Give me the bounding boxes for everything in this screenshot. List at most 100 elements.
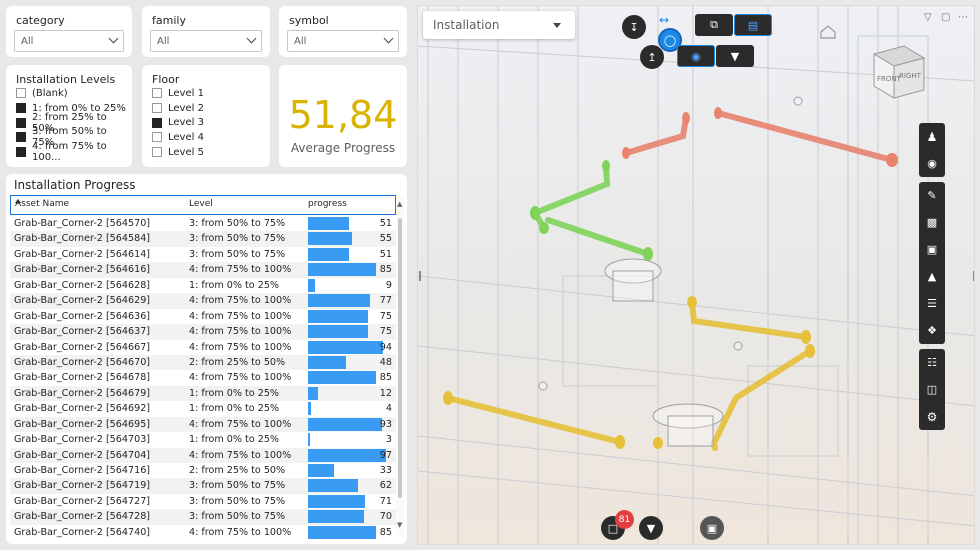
checkbox[interactable] bbox=[16, 117, 26, 128]
checkbox[interactable] bbox=[152, 88, 162, 99]
view-selector[interactable]: Installation bbox=[423, 11, 575, 39]
table-row[interactable]: Grab-Bar_Corner-2 [564614] 3: from 50% to… bbox=[10, 247, 396, 262]
table-row[interactable]: Grab-Bar_Corner-2 [564703] 1: from 0% to … bbox=[10, 432, 396, 447]
folder-button[interactable]: ▣ bbox=[919, 236, 945, 263]
checkbox-label: 1: from 0% to 25% bbox=[32, 102, 126, 114]
table-row[interactable]: Grab-Bar_Corner-2 [564727] 3: from 50% to… bbox=[10, 494, 396, 509]
checkbox-label: Level 1 bbox=[168, 87, 204, 99]
resize-handle-right[interactable] bbox=[973, 271, 974, 281]
progress-value: 70 bbox=[379, 511, 392, 523]
checkbox-label: Level 5 bbox=[168, 146, 204, 158]
table-row[interactable]: Grab-Bar_Corner-2 [564570] 3: from 50% to… bbox=[10, 216, 396, 231]
camera-button[interactable]: ◉ bbox=[919, 150, 945, 177]
progress-value: 77 bbox=[379, 295, 392, 307]
explode-button[interactable]: ▲ bbox=[919, 263, 945, 290]
table-row[interactable]: Grab-Bar_Corner-2 [564728] 3: from 50% to… bbox=[10, 509, 396, 525]
scroll-up-icon[interactable]: ▲ bbox=[397, 200, 403, 208]
settings-button[interactable]: ⚙ bbox=[919, 403, 945, 430]
table-row[interactable]: Grab-Bar_Corner-2 [564679] 1: from 0% to … bbox=[10, 385, 396, 402]
fit-view-button[interactable]: ⧉ bbox=[695, 14, 733, 36]
table-row[interactable]: Grab-Bar_Corner-2 [564667] 4: from 75% to… bbox=[10, 340, 396, 355]
table-row[interactable]: Grab-Bar_Corner-2 [564670] 2: from 25% to… bbox=[10, 354, 396, 371]
clear-filter-button[interactable]: ▼ bbox=[639, 516, 663, 540]
checkbox-item[interactable]: Level 5 bbox=[152, 145, 204, 160]
checkbox-item[interactable]: Level 3 bbox=[152, 115, 204, 130]
checkbox-item[interactable]: (Blank) bbox=[16, 86, 132, 101]
focus-button[interactable]: ◉ bbox=[677, 45, 715, 67]
category-value: All bbox=[21, 36, 34, 47]
level-cell: 3: from 50% to 75% bbox=[189, 248, 286, 260]
pan-icon[interactable]: ↔ bbox=[659, 13, 670, 27]
checkbox[interactable] bbox=[152, 117, 162, 128]
checkbox[interactable] bbox=[152, 132, 162, 143]
table-row[interactable]: Grab-Bar_Corner-2 [564695] 4: from 75% to… bbox=[10, 416, 396, 433]
symbol-dropdown[interactable]: All bbox=[287, 30, 399, 52]
checkbox[interactable] bbox=[16, 147, 26, 158]
progress-bar bbox=[308, 217, 349, 230]
measure-button[interactable]: ✎ bbox=[919, 182, 945, 209]
section-box-button[interactable]: ▩ bbox=[919, 209, 945, 236]
checkbox-item[interactable]: 2: from 25% to 50% bbox=[16, 112, 132, 134]
table-row[interactable]: Grab-Bar_Corner-2 [564628] 1: from 0% to … bbox=[10, 278, 396, 293]
model-tree-icon: ❖ bbox=[927, 324, 937, 337]
model-canvas[interactable]: FRONT RIGHT bbox=[418, 6, 975, 545]
category-dropdown[interactable]: All bbox=[14, 30, 124, 52]
first-person-button[interactable]: ♟ bbox=[919, 123, 945, 150]
table-row[interactable]: Grab-Bar_Corner-2 [564678] 4: from 75% to… bbox=[10, 370, 396, 385]
view-cube[interactable]: FRONT RIGHT bbox=[872, 45, 926, 99]
scrollbar-thumb[interactable] bbox=[398, 218, 402, 498]
more-options-icon[interactable]: ⋯ bbox=[958, 12, 968, 23]
checkbox-item[interactable]: 4: from 75% to 100... bbox=[16, 141, 132, 163]
progress-value: 85 bbox=[379, 264, 392, 276]
filter-button[interactable]: ▼ bbox=[716, 45, 754, 67]
properties-button[interactable]: ◫ bbox=[919, 376, 945, 403]
checkbox-item[interactable]: Level 2 bbox=[152, 101, 204, 116]
column-header-level[interactable]: Level bbox=[189, 199, 213, 209]
checkbox[interactable] bbox=[16, 88, 26, 99]
checkbox-item[interactable]: Level 4 bbox=[152, 130, 204, 145]
model-viewer[interactable]: FRONT RIGHT Installation ↧ ↥ ◯ ↔ ⧉ ▤ ◉ ▼… bbox=[417, 5, 975, 545]
model-tree-button[interactable]: ❖ bbox=[919, 317, 945, 344]
table-row[interactable]: Grab-Bar_Corner-2 [564704] 4: from 75% to… bbox=[10, 447, 396, 463]
move-up-button[interactable]: ↥ bbox=[640, 45, 664, 69]
asset-name-cell: Grab-Bar_Corner-2 [564667] bbox=[14, 341, 151, 353]
asset-name-cell: Grab-Bar_Corner-2 [564614] bbox=[14, 248, 151, 260]
checkbox[interactable] bbox=[152, 103, 162, 114]
checkbox[interactable] bbox=[152, 147, 162, 158]
table-row[interactable]: Grab-Bar_Corner-2 [564636] 4: from 75% to… bbox=[10, 309, 396, 324]
table-scrollbar[interactable]: ▲ ▼ bbox=[396, 196, 404, 536]
scroll-down-icon[interactable]: ▼ bbox=[397, 521, 403, 529]
hierarchy-button[interactable]: ☷ bbox=[919, 349, 945, 376]
progress-value: 9 bbox=[385, 279, 392, 291]
table-row[interactable]: Grab-Bar_Corner-2 [564740] 4: from 75% to… bbox=[10, 525, 396, 540]
column-header-asset-name[interactable]: Asset Name bbox=[15, 199, 70, 209]
table-row[interactable]: Grab-Bar_Corner-2 [564716] 2: from 25% to… bbox=[10, 463, 396, 478]
chevron-down-icon bbox=[383, 33, 394, 44]
checkbox-item[interactable]: 1: from 0% to 25% bbox=[16, 101, 132, 116]
checkbox[interactable] bbox=[16, 132, 26, 143]
move-down-button[interactable]: ↧ bbox=[622, 15, 646, 39]
table-row[interactable]: Grab-Bar_Corner-2 [564637] 4: from 75% to… bbox=[10, 324, 396, 340]
focus-mode-icon[interactable]: ▢ bbox=[941, 12, 951, 23]
checkbox-item[interactable]: 3: from 50% to 75% bbox=[16, 126, 132, 148]
progress-bar bbox=[308, 448, 386, 462]
table-row[interactable]: Grab-Bar_Corner-2 [564719] 3: from 50% to… bbox=[10, 478, 396, 494]
table-row[interactable]: Grab-Bar_Corner-2 [564584] 3: from 50% to… bbox=[10, 231, 396, 247]
xray-button[interactable]: ▤ bbox=[734, 14, 772, 36]
table-row[interactable]: Grab-Bar_Corner-2 [564692] 1: from 0% to … bbox=[10, 401, 396, 416]
resize-handle-left[interactable] bbox=[419, 271, 421, 281]
modeling-toolbar: ✎ ▩ ▣ ▲ ☰ ❖ bbox=[919, 182, 945, 344]
table-row[interactable]: Grab-Bar_Corner-2 [564616] 4: from 75% to… bbox=[10, 262, 396, 278]
column-header-progress[interactable]: progress bbox=[308, 199, 347, 209]
family-dropdown[interactable]: All bbox=[150, 30, 262, 52]
checkbox-label: Level 3 bbox=[168, 117, 204, 129]
home-icon[interactable] bbox=[820, 25, 836, 39]
table-row[interactable]: Grab-Bar_Corner-2 [564629] 4: from 75% to… bbox=[10, 293, 396, 309]
layers-button[interactable]: ☰ bbox=[919, 290, 945, 317]
checkbox-item[interactable]: Level 1 bbox=[152, 86, 204, 101]
checkbox[interactable] bbox=[16, 103, 26, 114]
filter-visual-icon[interactable]: ▽ bbox=[924, 12, 932, 23]
measure-icon: ✎ bbox=[927, 189, 937, 202]
layers-icon: ☰ bbox=[927, 297, 937, 310]
save-view-button[interactable]: ▣ bbox=[700, 516, 724, 540]
